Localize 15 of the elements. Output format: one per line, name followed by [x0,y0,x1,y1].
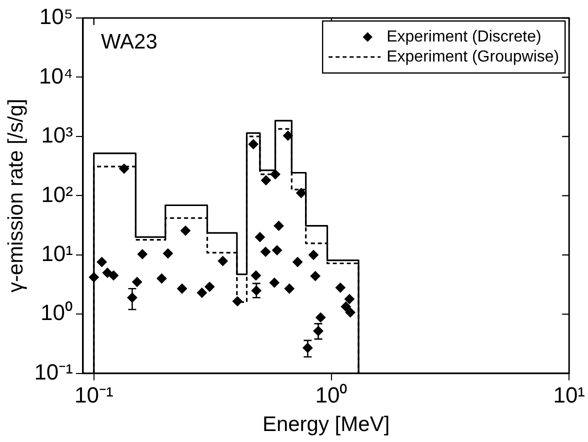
y-tick-label: 10¹ [41,240,73,266]
y-tick-label: 10⁴ [39,63,73,88]
y-tick-label: 10³ [41,122,73,148]
y-tick-label: 10⁵ [39,4,73,30]
x-axis-title: Energy [MeV] [262,413,390,436]
y-axis-title: γ-emission rate [/s/g] [4,98,28,293]
x-tick-label: 10¹ [553,382,585,408]
annotation: WA23 [100,30,158,54]
y-tick-label: 10² [41,182,73,207]
y-tick-label: 10⁰ [40,300,73,326]
legend-label: Experiment (Discrete) [386,28,542,46]
legend-label: Experiment (Groupwise) [386,48,560,66]
y-tick-label: 10⁻¹ [34,359,73,384]
x-tick-label: 10⁻¹ [74,382,114,408]
x-tick-label: 10⁰ [315,382,348,408]
